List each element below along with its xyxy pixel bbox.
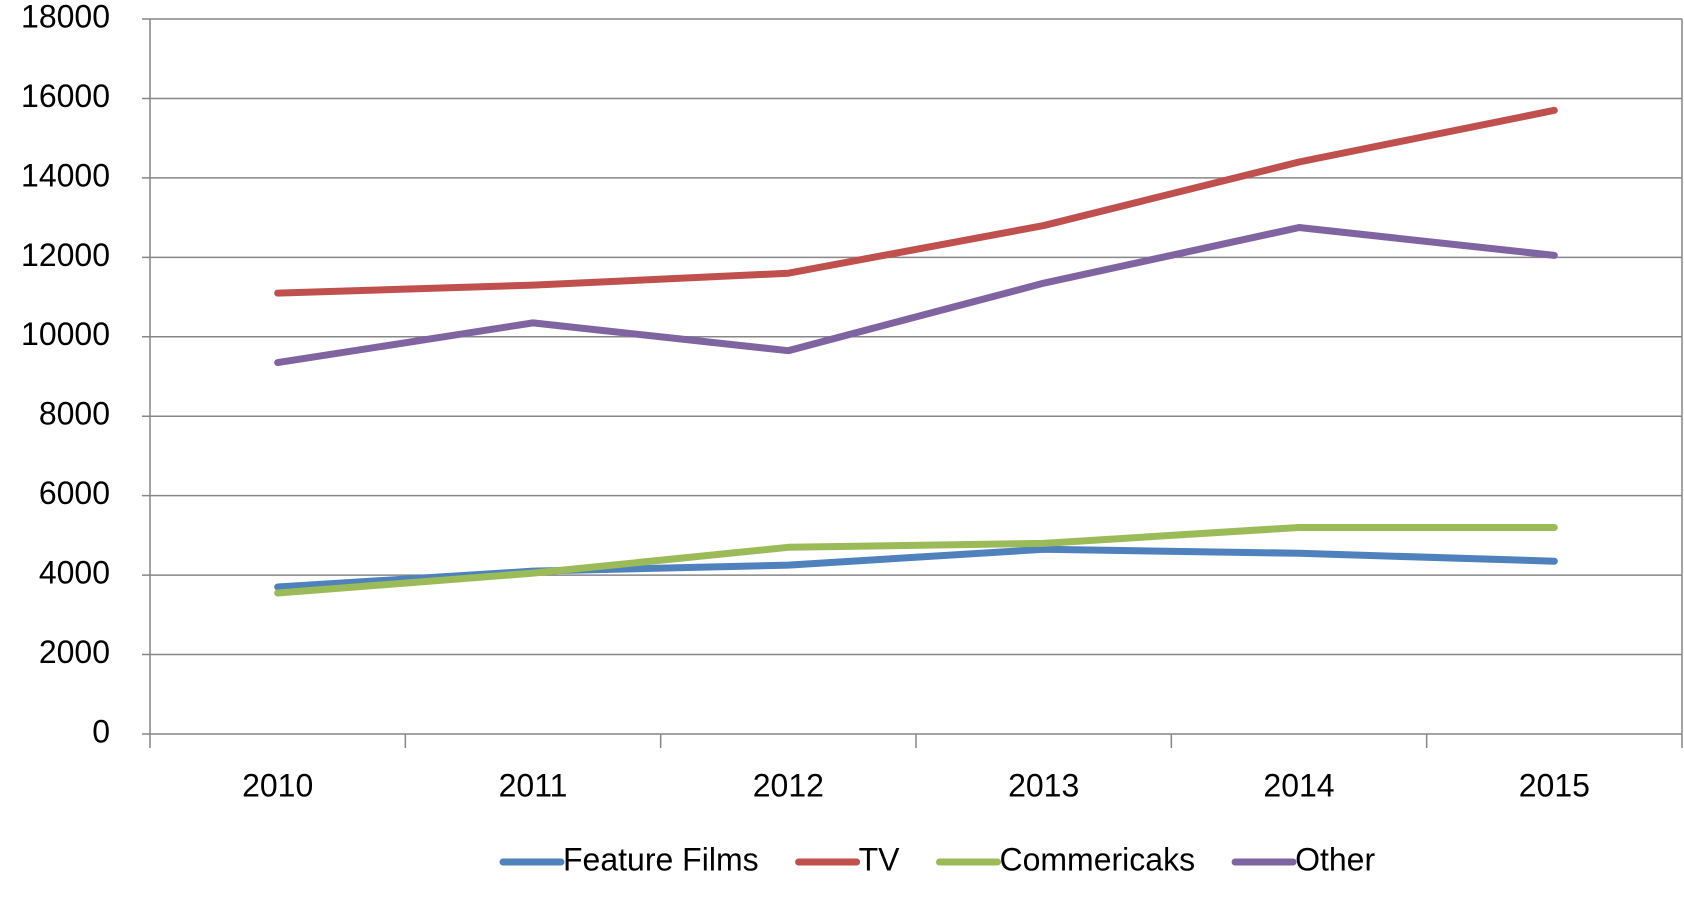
y-tick-label: 2000 — [39, 634, 110, 670]
y-tick-label: 6000 — [39, 475, 110, 511]
series-line — [274, 523, 1558, 597]
y-tick-label: 12000 — [21, 237, 110, 273]
x-tick-label: 2011 — [499, 767, 568, 803]
y-tick-label: 10000 — [21, 316, 110, 352]
x-tick-label: 2010 — [242, 767, 313, 803]
y-tick-label: 18000 — [21, 0, 110, 34]
legend-label: Other — [1295, 841, 1375, 877]
x-tick-label: 2012 — [753, 767, 824, 803]
x-tick-label: 2013 — [1008, 767, 1079, 803]
series-line — [274, 106, 1558, 297]
y-tick-label: 16000 — [21, 78, 110, 114]
y-tick-label: 0 — [92, 713, 110, 749]
legend-label: Feature Films — [563, 841, 759, 877]
series-line — [274, 224, 1558, 367]
y-tick-label: 14000 — [21, 157, 110, 193]
x-tick-label: 2015 — [1519, 767, 1590, 803]
legend-label: Commericaks — [999, 841, 1195, 877]
legend-label: TV — [859, 841, 901, 877]
y-tick-label: 8000 — [39, 396, 110, 432]
x-tick-label: 2014 — [1263, 767, 1334, 803]
y-tick-label: 4000 — [39, 555, 110, 591]
